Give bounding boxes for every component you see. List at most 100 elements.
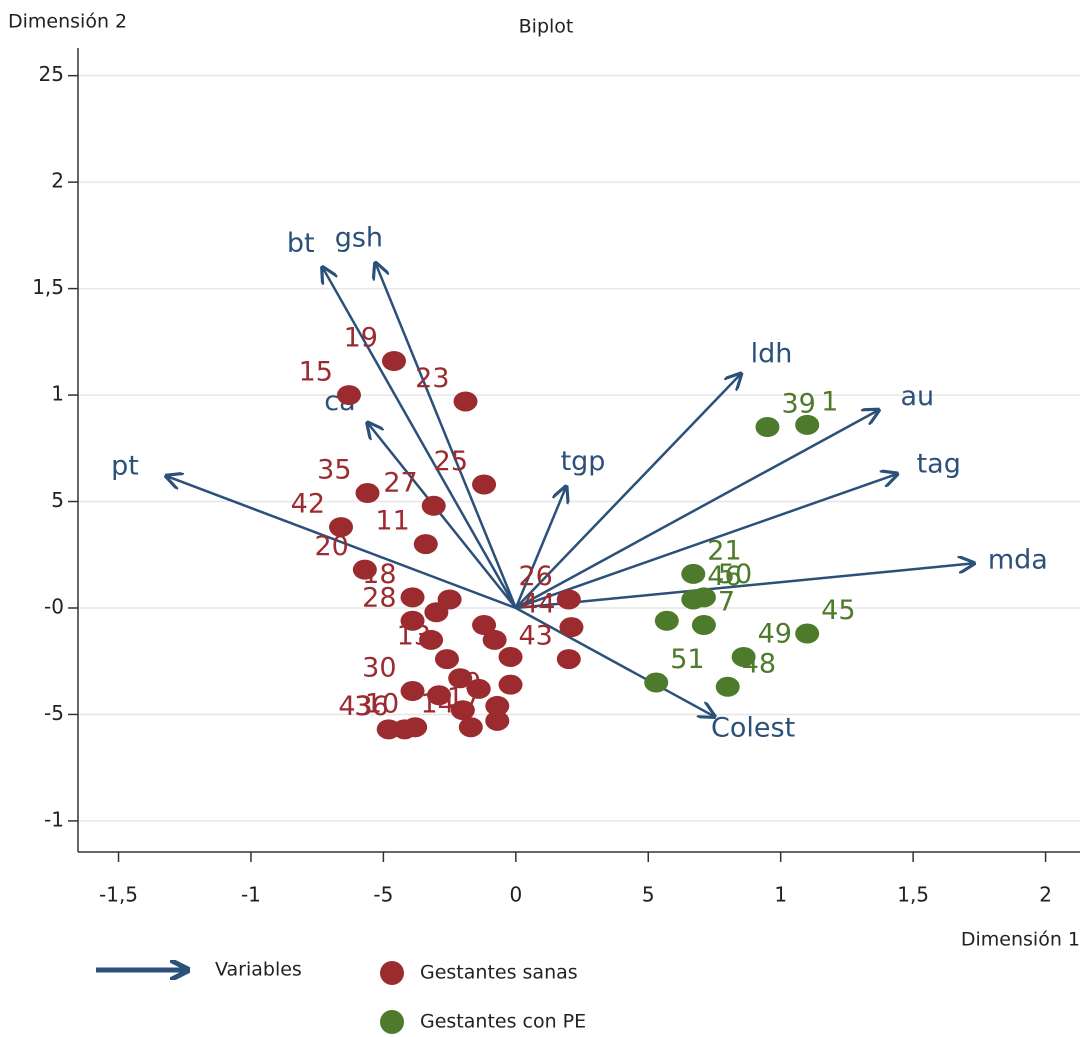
variable-label: bt: [287, 228, 315, 259]
point-label: 48: [742, 648, 776, 679]
point-label: 7: [718, 587, 735, 618]
point: [400, 681, 425, 702]
point: [458, 717, 483, 738]
point-label: 21: [707, 535, 741, 566]
point-label: 51: [670, 644, 704, 675]
point: [795, 623, 820, 644]
point-label: 28: [362, 582, 396, 613]
variable-label: gsh: [335, 222, 383, 253]
y-tick-label: 1: [51, 382, 64, 406]
y-axis-title: Dimensión 2: [8, 11, 127, 33]
x-tick-label: -1: [241, 883, 261, 907]
point: [498, 674, 523, 695]
x-tick-label: 2: [1039, 883, 1052, 907]
point: [654, 610, 679, 631]
point-label: 1: [821, 386, 838, 417]
point: [485, 695, 510, 716]
point-label: 35: [317, 455, 351, 486]
point: [427, 685, 452, 706]
x-tick-label: 1: [774, 883, 787, 907]
point-label: 17: [447, 682, 481, 713]
point: [795, 414, 820, 435]
point-label: 39: [781, 389, 815, 420]
legend-marker: [380, 961, 404, 985]
legend-label: Variables: [215, 959, 302, 981]
point-label: 36: [354, 691, 388, 722]
variable-vector: [514, 487, 566, 609]
point: [450, 700, 475, 721]
x-tick-label: 5: [642, 883, 655, 907]
point: [336, 385, 361, 406]
point: [329, 517, 354, 538]
point: [715, 676, 740, 697]
point: [498, 646, 523, 667]
point: [482, 629, 507, 650]
point: [400, 587, 425, 608]
variable-vector: [514, 374, 741, 609]
y-tick-label: -1: [44, 807, 64, 831]
legend-label: Gestantes sanas: [420, 962, 578, 984]
point-label: 44: [521, 589, 555, 620]
variable-vector: [515, 474, 897, 610]
point-label: 14: [420, 689, 454, 720]
point: [419, 629, 444, 650]
x-tick-label: 0: [509, 883, 522, 907]
point-label: 15: [299, 357, 333, 388]
x-tick-label: -1,5: [99, 883, 138, 907]
variable-vector: [368, 423, 517, 609]
variable-label: pt: [111, 450, 139, 481]
point: [453, 391, 478, 412]
point-label: 23: [415, 363, 449, 394]
variable-label: tgp: [561, 446, 606, 477]
point: [556, 649, 581, 670]
point: [472, 615, 497, 636]
point: [413, 534, 438, 555]
variable-label: tag: [917, 449, 961, 480]
point-label: 9: [464, 667, 481, 698]
point-label: 45: [821, 595, 855, 626]
point-label: 19: [344, 322, 378, 353]
point-label: 46: [707, 561, 741, 592]
y-tick-label: 25: [39, 62, 64, 86]
legend-label: Gestantes con PE: [420, 1011, 586, 1033]
point-label: 26: [518, 561, 552, 592]
point-label: 42: [291, 489, 325, 520]
point: [466, 678, 491, 699]
point-label: 43: [338, 691, 372, 722]
legend: Variables Gestantes sanas Gestantes con …: [96, 959, 586, 1034]
point-label: 25: [434, 446, 468, 477]
variable-vector: [515, 606, 715, 717]
point: [472, 474, 497, 495]
point: [559, 617, 584, 638]
point: [352, 559, 377, 580]
variable-label: Colest: [711, 713, 795, 744]
point-label: 20: [314, 531, 348, 562]
point: [381, 350, 406, 371]
y-tick-label: 5: [51, 488, 64, 512]
point: [691, 587, 716, 608]
variable-vector: [515, 410, 879, 610]
point: [355, 483, 380, 504]
x-tick-label: -5: [373, 883, 393, 907]
point: [448, 668, 473, 689]
point-label: 30: [362, 653, 396, 684]
point: [485, 710, 510, 731]
y-tick-label: -5: [44, 701, 64, 725]
point: [691, 615, 716, 636]
point: [403, 717, 428, 738]
point-label: 18: [362, 559, 396, 590]
variable-label: mda: [988, 544, 1048, 575]
point: [556, 589, 581, 610]
point-label: 43: [518, 621, 552, 652]
variable-vector: [322, 267, 517, 609]
y-tick-label: 2: [51, 169, 64, 193]
y-tick-label: 1,5: [32, 275, 64, 299]
point: [644, 672, 669, 693]
legend-marker: [380, 1010, 404, 1034]
point: [421, 495, 446, 516]
point: [434, 649, 459, 670]
variable-label: ldh: [751, 339, 793, 370]
variable-vector: [166, 476, 517, 610]
point: [681, 563, 706, 584]
